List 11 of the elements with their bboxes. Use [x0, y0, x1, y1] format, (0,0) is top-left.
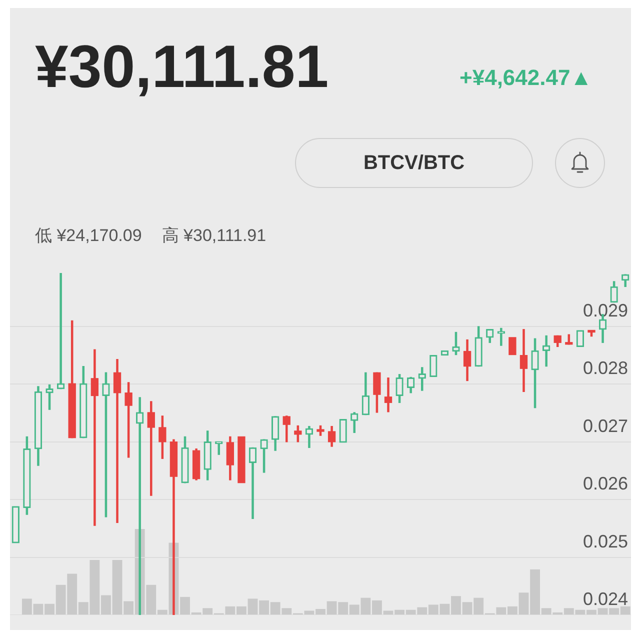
text: 低 ¥24,170.09	[35, 226, 142, 245]
y-tick-label: 0.027	[582, 416, 628, 436]
y-tick-label: 0.025	[582, 531, 628, 552]
y-tick-label: 0.026	[582, 474, 628, 494]
y-tick-label: 0.029	[582, 300, 628, 320]
pill-button: BTCV/BTC	[295, 138, 533, 188]
y-tick-label: 0.028	[582, 358, 628, 378]
y-tick-label: 0.024	[582, 588, 628, 609]
chart-subtitle: +¥4,642.47▲	[460, 65, 592, 90]
text: 高 ¥30,111.91	[162, 226, 266, 245]
chart-title: ¥30,111.81	[35, 33, 329, 100]
